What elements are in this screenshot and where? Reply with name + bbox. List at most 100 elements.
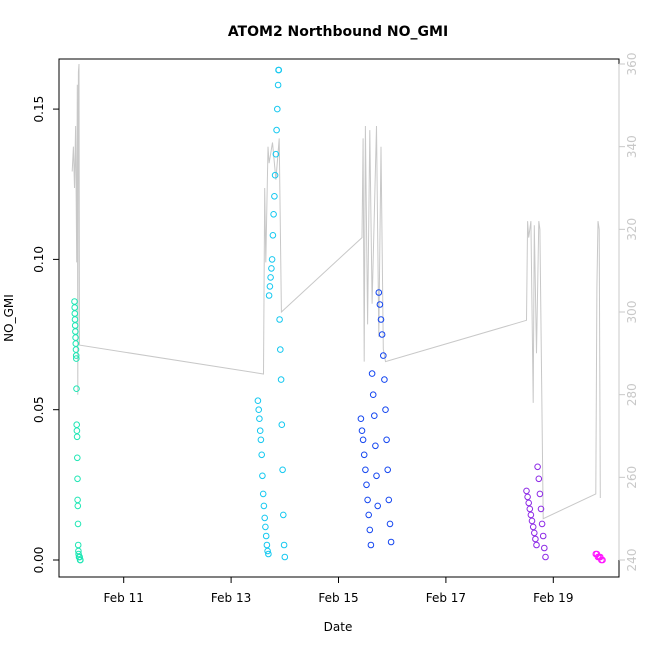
data-point-group-2 — [264, 547, 271, 555]
data-point-group-4 — [539, 532, 547, 540]
y-tick-label: 0.10 — [32, 246, 46, 273]
secondary-line-layer — [71, 63, 601, 520]
data-point-group-3 — [368, 370, 376, 377]
data-point-group-2 — [266, 283, 274, 290]
data-point-group-1 — [76, 553, 83, 561]
data-point-group-1 — [73, 433, 81, 441]
y2-tick-label: 320 — [625, 218, 639, 241]
data-point-group-2 — [275, 66, 283, 74]
data-point-group-3 — [371, 412, 378, 420]
x-tick-label: Feb 17 — [426, 591, 466, 605]
data-point-group-3 — [360, 451, 368, 459]
data-point-group-4 — [531, 529, 538, 537]
data-point-group-4 — [529, 523, 537, 531]
y-tick-label: 0.05 — [32, 396, 46, 423]
data-point-group-3 — [383, 436, 390, 444]
data-point-group-1 — [72, 352, 80, 359]
x-tick-label: Feb 13 — [211, 591, 251, 605]
data-point-group-3 — [369, 391, 377, 399]
data-point-group-3 — [387, 538, 395, 546]
x-axis-label: Date — [324, 620, 353, 634]
data-point-group-4 — [542, 553, 549, 561]
y2-tick-label: 360 — [625, 53, 639, 76]
data-point-group-2 — [272, 150, 280, 158]
y-tick-label: 0.00 — [32, 547, 46, 574]
data-point-group-2 — [267, 274, 274, 281]
data-point-group-3 — [375, 289, 383, 296]
data-point-group-2 — [261, 514, 269, 522]
y2-tick-label: 260 — [625, 466, 639, 489]
data-point-group-3 — [382, 406, 389, 414]
y-tick-label: 0.15 — [32, 96, 46, 123]
data-point-group-1 — [73, 355, 80, 362]
data-point-group-2 — [281, 553, 289, 561]
data-point-group-1 — [74, 454, 81, 462]
data-point-group-3 — [386, 520, 394, 528]
data-point-group-2 — [259, 472, 266, 480]
data-point-group-2 — [274, 105, 281, 113]
data-point-group-2 — [262, 532, 270, 540]
data-point-group-4 — [537, 505, 545, 513]
x-tick-label: Feb 19 — [533, 591, 573, 605]
data-point-group-2 — [265, 292, 273, 299]
x-axis: Feb 11 Feb 13 Feb 15 Feb 17 Feb 19 — [104, 576, 573, 605]
data-point-group-4 — [525, 499, 533, 507]
chart-title: ATOM2 Northbound NO_GMI — [228, 24, 448, 40]
data-point-group-2 — [256, 427, 264, 435]
data-point-group-3 — [384, 466, 392, 474]
data-point-group-2 — [273, 126, 280, 134]
data-point-group-2 — [262, 523, 269, 531]
data-point-group-2 — [260, 502, 268, 510]
data-point-group-2 — [254, 397, 262, 405]
data-point-group-1 — [72, 328, 79, 335]
y2-tick-label: 340 — [625, 135, 639, 158]
data-point-group-2 — [271, 193, 278, 200]
data-point-group-4 — [538, 520, 546, 528]
y2-tick-label: 280 — [625, 383, 639, 406]
data-point-group-2 — [277, 346, 284, 353]
data-point-group-2 — [276, 316, 283, 323]
data-point-group-3 — [364, 496, 371, 504]
data-point-group-2 — [255, 406, 263, 414]
data-point-group-2 — [277, 376, 285, 383]
data-point-group-4 — [535, 475, 543, 483]
data-point-group-3 — [372, 442, 379, 450]
y2-tick-label: 240 — [625, 549, 639, 572]
data-point-group-2 — [265, 550, 272, 558]
points-layer — [71, 66, 606, 564]
data-point-group-1 — [74, 475, 81, 483]
data-point-group-2 — [280, 541, 288, 549]
y-axis-label: NO_GMI — [2, 294, 16, 342]
data-point-group-5 — [599, 556, 606, 564]
data-point-group-3 — [365, 511, 373, 519]
data-point-group-2 — [279, 466, 286, 474]
data-point-group-1 — [74, 520, 82, 528]
data-point-group-3 — [378, 331, 386, 338]
data-point-group-3 — [367, 541, 375, 549]
data-point-group-2 — [278, 421, 286, 429]
data-point-group-4 — [523, 487, 530, 495]
y-axis: 0.00 0.05 0.10 0.15 — [32, 96, 60, 574]
data-point-group-2 — [256, 415, 263, 423]
data-point-group-4 — [533, 541, 540, 549]
data-point-group-3 — [366, 526, 374, 534]
data-point-group-2 — [270, 211, 277, 218]
y2-axis: 240 260 280 300 320 340 360 — [618, 53, 639, 572]
data-point-group-2 — [269, 232, 277, 239]
secondary-series-line — [71, 63, 601, 520]
data-point-group-3 — [373, 472, 380, 480]
data-point-group-1 — [73, 385, 80, 393]
data-point-group-4 — [541, 544, 548, 552]
data-point-group-2 — [274, 81, 282, 89]
data-point-group-2 — [258, 451, 266, 459]
data-point-group-4 — [534, 463, 541, 471]
data-point-group-4 — [526, 505, 534, 513]
data-point-group-2 — [280, 511, 287, 519]
data-point-group-1 — [75, 550, 82, 558]
data-point-group-3 — [358, 427, 366, 435]
data-point-group-3 — [380, 352, 387, 359]
data-point-group-4 — [528, 517, 536, 525]
data-point-group-2 — [268, 256, 276, 263]
